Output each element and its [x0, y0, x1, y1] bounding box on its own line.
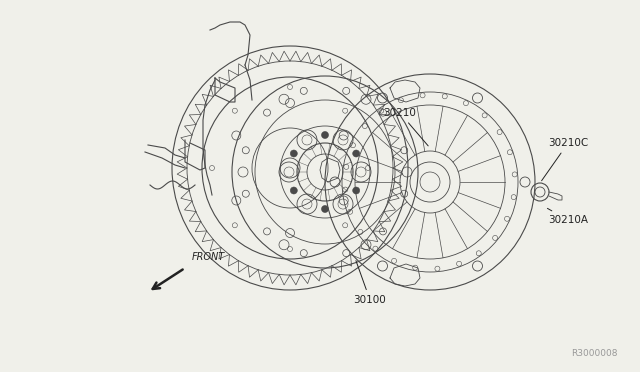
Ellipse shape	[291, 187, 298, 194]
Ellipse shape	[291, 150, 298, 157]
Ellipse shape	[353, 187, 360, 194]
Ellipse shape	[353, 150, 360, 157]
Ellipse shape	[321, 131, 328, 138]
Text: R3000008: R3000008	[572, 349, 618, 358]
Text: 30210: 30210	[383, 108, 428, 146]
Text: FRONT: FRONT	[192, 252, 225, 262]
Text: 30210C: 30210C	[541, 138, 588, 181]
Text: 30100: 30100	[354, 261, 387, 305]
Ellipse shape	[321, 205, 328, 212]
Text: 30210A: 30210A	[547, 208, 588, 225]
